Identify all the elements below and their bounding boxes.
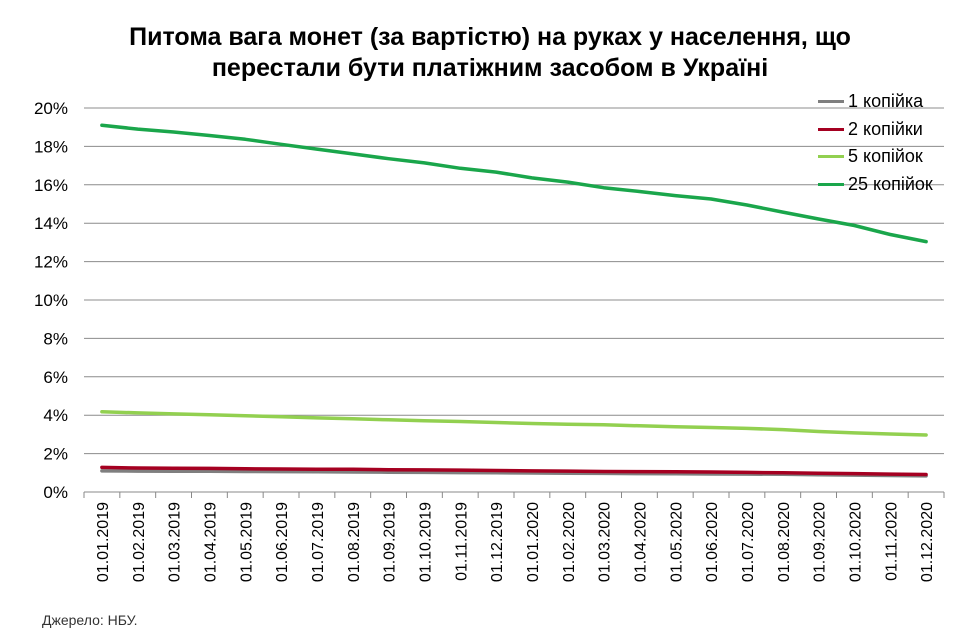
y-tick-label: 2%	[43, 445, 68, 464]
series-line	[100, 409, 928, 437]
y-tick-label: 20%	[34, 99, 68, 118]
y-tick-label: 0%	[43, 483, 68, 502]
y-tick-label: 6%	[43, 368, 68, 387]
series-line	[100, 123, 928, 244]
x-tick-label: 01.12.2019	[489, 502, 506, 582]
legend-swatch	[818, 155, 844, 159]
x-tick-label: 01.05.2020	[668, 502, 685, 582]
y-tick-label: 8%	[43, 329, 68, 348]
chart-legend: 1 копійка 2 копійки 5 копійок 25 копійок	[818, 88, 933, 198]
x-tick-label: 01.04.2020	[632, 502, 649, 582]
x-tick-label: 01.07.2020	[740, 502, 757, 582]
x-tick-label: 01.02.2020	[561, 502, 578, 582]
legend-item: 2 копійки	[818, 116, 933, 144]
x-tick-label: 01.01.2019	[95, 502, 112, 582]
legend-label: 1 копійка	[848, 91, 924, 112]
legend-swatch	[818, 182, 844, 186]
x-tick-label: 01.11.2019	[453, 502, 470, 581]
legend-label: 5 копійок	[848, 146, 923, 167]
x-tick-label: 01.04.2019	[202, 502, 219, 582]
x-tick-label: 01.03.2020	[597, 502, 614, 582]
y-tick-label: 16%	[34, 176, 68, 195]
legend-item: 25 копійок	[818, 171, 933, 199]
x-tick-label: 01.10.2020	[847, 502, 864, 582]
chart-title: Питома вага монет (за вартістю) на руках…	[0, 22, 980, 84]
x-tick-label: 01.11.2020	[883, 502, 900, 581]
x-tick-label: 01.08.2020	[776, 502, 793, 582]
y-tick-label: 14%	[34, 214, 68, 233]
x-tick-label: 01.08.2019	[346, 502, 363, 582]
x-tick-label: 01.02.2019	[131, 502, 148, 582]
x-tick-label: 01.06.2020	[704, 502, 721, 582]
x-tick-label: 01.09.2020	[812, 502, 829, 582]
x-tick-label: 01.01.2020	[525, 502, 542, 582]
y-tick-label: 12%	[34, 253, 68, 272]
legend-label: 2 копійки	[848, 118, 923, 139]
x-tick-label: 01.09.2019	[382, 502, 399, 582]
legend-swatch	[818, 127, 844, 131]
series-line	[100, 465, 928, 477]
source-note: Джерело: НБУ.	[42, 612, 138, 628]
x-tick-label: 01.10.2019	[417, 502, 434, 582]
x-tick-label: 01.07.2019	[310, 502, 327, 582]
y-tick-label: 10%	[34, 291, 68, 310]
legend-swatch	[818, 100, 844, 104]
x-tick-label: 01.03.2019	[167, 502, 184, 582]
x-tick-label: 01.06.2019	[274, 502, 291, 582]
chart-title-line-2: перестали бути платіжним засобом в Украї…	[211, 54, 769, 82]
legend-item: 5 копійок	[818, 143, 933, 171]
legend-item: 1 копійка	[818, 88, 933, 116]
y-tick-label: 18%	[34, 137, 68, 156]
x-tick-label: 01.12.2020	[919, 502, 936, 582]
chart-title-line-1: Питома вага монет (за вартістю) на руках…	[129, 23, 851, 51]
x-tick-label: 01.05.2019	[238, 502, 255, 582]
y-tick-label: 4%	[43, 406, 68, 425]
legend-label: 25 копійок	[848, 173, 933, 194]
